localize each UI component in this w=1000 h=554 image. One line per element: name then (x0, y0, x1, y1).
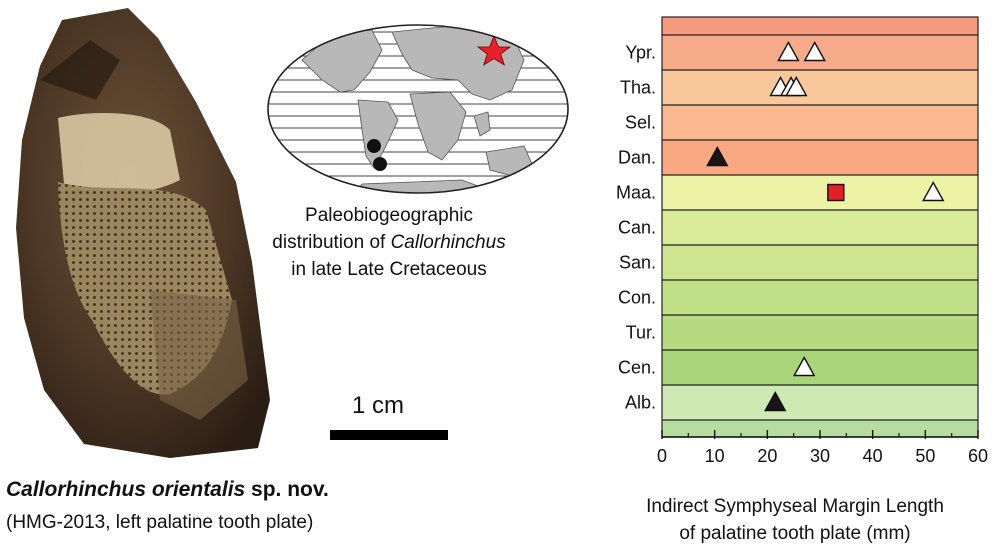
data-point-triangle-open (803, 41, 826, 62)
x-tick-label: 20 (757, 446, 777, 466)
landmass-india (473, 111, 491, 137)
species-suffix: sp. nov. (245, 478, 329, 501)
data-point-square (827, 183, 845, 202)
x-axis-label: Indirect Symphyseal Margin Length of pal… (590, 493, 1000, 547)
stage-band (662, 140, 978, 175)
data-point-triangle-filled (764, 391, 787, 412)
x-axis-label-line-1: Indirect Symphyseal Margin Length (646, 496, 944, 517)
data-points (706, 41, 945, 412)
x-tick-label: 40 (863, 446, 883, 466)
paleo-map (267, 24, 569, 194)
map-caption-line-3: in late Late Cretaceous (291, 259, 487, 280)
stage-label: Con. (618, 288, 656, 308)
stage-bands (662, 17, 978, 437)
stage-label: Tur. (626, 323, 656, 343)
map-caption: Paleobiogeographic distribution of Callo… (268, 202, 510, 283)
chart: Ypr. Tha. Sel. Dan. Maa. Can. San. Con. Tur. Cen.… (616, 16, 988, 466)
scale-bar-label: 1 cm (352, 392, 405, 419)
x-tick-label: 30 (810, 446, 830, 466)
stage-band (662, 105, 978, 140)
map-caption-line-2a: distribution of (272, 232, 391, 253)
x-axis: 0 10 20 30 40 50 60 (657, 430, 988, 466)
data-point-triangle-open (785, 76, 808, 97)
x-tick-label: 60 (968, 446, 988, 466)
x-axis-label-line-2: of palatine tooth plate (mm) (679, 523, 911, 544)
specimen-details: (HMG-2013, left palatine tooth plate) (6, 512, 314, 533)
stage-band (662, 385, 978, 420)
map-caption-genus: Callorhinchus (390, 232, 506, 253)
stage-label: Alb. (625, 393, 656, 413)
fossil-light-patch (58, 113, 180, 194)
stage-label: San. (619, 253, 656, 273)
scale-bar (330, 430, 448, 440)
data-point-triangle-open (777, 41, 800, 62)
stage-band (662, 70, 978, 105)
stage-band (662, 17, 978, 35)
landmass-africa (409, 91, 467, 161)
x-tick-label: 10 (705, 446, 725, 466)
stage-label: Can. (618, 218, 656, 238)
stage-label: Tha. (620, 78, 656, 98)
stage-labels: Ypr. Tha. Sel. Dan. Maa. Can. San. Con. Tur. Cen.… (616, 43, 656, 413)
stage-label: Cen. (618, 358, 656, 378)
stage-band (662, 175, 978, 210)
dot-marker (373, 157, 387, 171)
stage-label: Ypr. (625, 43, 656, 63)
stage-band (662, 280, 978, 315)
stage-band (662, 315, 978, 350)
map-caption-line-2: distribution of Callorhinchus (268, 229, 510, 256)
data-point-triangle-open (793, 356, 816, 377)
x-tick-label: 0 (657, 446, 667, 466)
stage-band (662, 210, 978, 245)
star-marker (476, 34, 512, 66)
data-point-triangle-filled (706, 146, 729, 167)
stage-band (662, 420, 978, 437)
stage-band (662, 245, 978, 280)
stage-label: Dan. (618, 148, 656, 168)
x-tick-label: 50 (915, 446, 935, 466)
species-name: Callorhinchus orientalis (6, 478, 246, 501)
map-caption-line-1: Paleobiogeographic (305, 205, 473, 226)
stage-label: Maa. (616, 183, 656, 203)
stage-band (662, 350, 978, 385)
fossil-photo (16, 8, 270, 458)
data-point-triangle-open (922, 181, 945, 202)
stage-label: Sel. (625, 113, 656, 133)
dot-marker (367, 139, 381, 153)
species-caption: Callorhinchus orientalis sp. nov. (6, 478, 329, 502)
